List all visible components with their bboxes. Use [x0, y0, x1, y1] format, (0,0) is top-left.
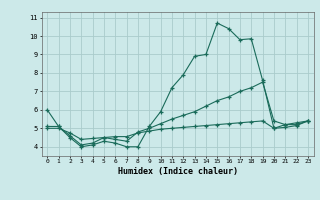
X-axis label: Humidex (Indice chaleur): Humidex (Indice chaleur): [118, 167, 237, 176]
